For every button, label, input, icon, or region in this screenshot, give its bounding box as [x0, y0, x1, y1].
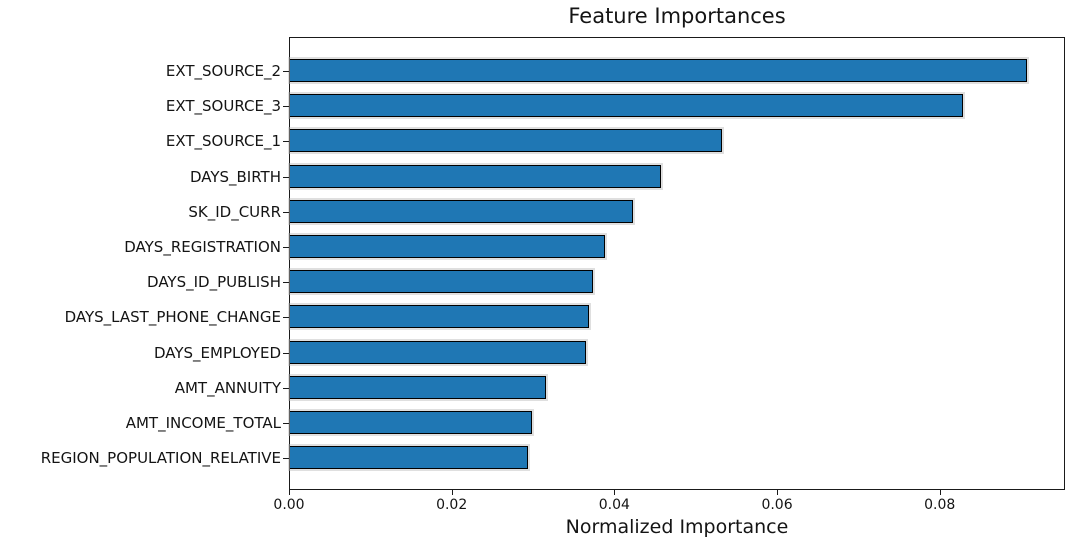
- y-tick-mark: [283, 211, 289, 213]
- bar-days_employed: [290, 340, 587, 364]
- y-tick-mark: [283, 247, 289, 248]
- x-tick-mark: [451, 490, 453, 495]
- bar-amt_annuity: [290, 375, 547, 399]
- bar-days_id_publish: [290, 270, 593, 294]
- y-tick-label: DAYS_ID_PUBLISH: [147, 273, 281, 292]
- y-tick-label: DAYS_REGISTRATION: [124, 238, 281, 256]
- x-tick-label: 0.02: [436, 497, 468, 513]
- y-tick-label: DAYS_BIRTH: [189, 167, 281, 186]
- y-axis-labels: EXT_SOURCE_2 EXT_SOURCE_3 EXT_SOURCE_1 DAYS…: [0, 0, 281, 552]
- y-tick-mark: [283, 387, 289, 389]
- bar-region_population_relative: [290, 446, 528, 470]
- y-tick-mark: [283, 282, 289, 284]
- y-tick-label: AMT_INCOME_TOTAL: [125, 414, 281, 432]
- y-tick-mark: [283, 106, 289, 108]
- x-tick-mark: [777, 490, 779, 495]
- x-tick-label: 0.06: [761, 497, 793, 513]
- y-tick-mark: [283, 71, 289, 72]
- x-tick-label: 0.00: [273, 497, 305, 513]
- plot-area: [289, 37, 1065, 490]
- x-tick-mark: [614, 490, 616, 495]
- y-tick-mark: [283, 352, 289, 354]
- y-tick-label: AMT_ANNUITY: [174, 378, 281, 397]
- y-tick-label: EXT_SOURCE_3: [165, 97, 281, 116]
- x-axis-label: Normalized Importance: [565, 516, 789, 538]
- y-tick-label: DAYS_LAST_PHONE_CHANGE: [64, 308, 281, 327]
- bar-sk_id_curr: [290, 199, 634, 223]
- x-tick-label: 0.08: [924, 497, 956, 513]
- y-tick-label: EXT_SOURCE_1: [165, 132, 281, 151]
- y-tick-mark: [283, 423, 289, 424]
- y-tick-mark: [283, 458, 289, 460]
- y-tick-mark: [283, 141, 289, 143]
- bar-days_birth: [290, 164, 661, 188]
- y-tick-label: DAYS_EMPLOYED: [153, 343, 281, 362]
- chart-title: Feature Importances: [568, 4, 786, 28]
- bar-days_last_phone_change: [290, 305, 589, 329]
- bar-days_registration: [290, 235, 605, 258]
- y-tick-label: REGION_POPULATION_RELATIVE: [40, 449, 281, 468]
- bar-ext_source_3: [290, 94, 964, 118]
- y-tick-mark: [283, 317, 289, 319]
- x-tick-mark: [939, 490, 941, 495]
- y-tick-label: EXT_SOURCE_2: [165, 62, 281, 80]
- x-tick-label: 0.04: [598, 497, 630, 513]
- bar-ext_source_2: [290, 59, 1027, 82]
- y-tick-mark: [283, 176, 289, 178]
- bar-ext_source_1: [290, 129, 723, 153]
- x-tick-mark: [289, 490, 290, 495]
- bar-amt_income_total: [290, 411, 532, 434]
- y-tick-label: SK_ID_CURR: [188, 202, 281, 221]
